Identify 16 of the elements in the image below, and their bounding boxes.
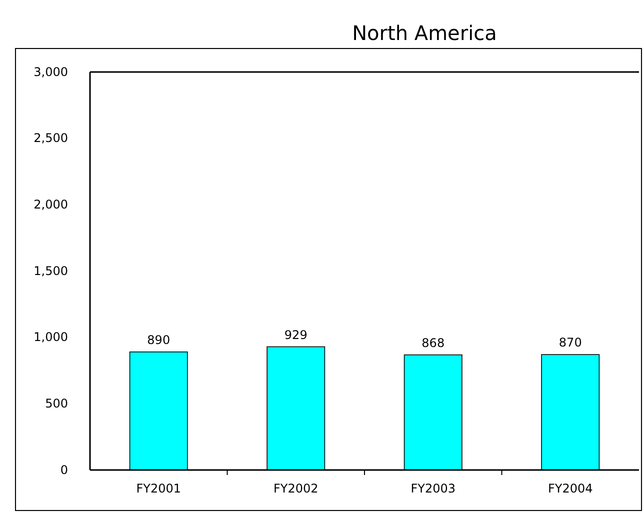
y-tick-label: 1,000 [34, 330, 68, 344]
data-label: 870 [558, 336, 582, 350]
x-tick-label: FY2001 [136, 482, 182, 496]
y-tick-label: 0 [60, 462, 68, 477]
y-tick-label: 2,500 [34, 131, 68, 146]
y-tick-label: 3,000 [34, 64, 68, 79]
y-tick-label: 2,000 [34, 198, 68, 212]
x-tick-label: FY2004 [548, 482, 593, 496]
data-label: 868 [422, 336, 445, 350]
x-tick-label: FY2002 [273, 482, 318, 496]
y-tick-label: 1,500 [34, 264, 68, 278]
y-tick-label: 500 [45, 396, 68, 411]
data-label: 929 [284, 328, 308, 342]
x-tick-label: FY2003 [410, 482, 456, 496]
data-label: 890 [147, 332, 170, 347]
chart-title: North America [352, 21, 497, 45]
